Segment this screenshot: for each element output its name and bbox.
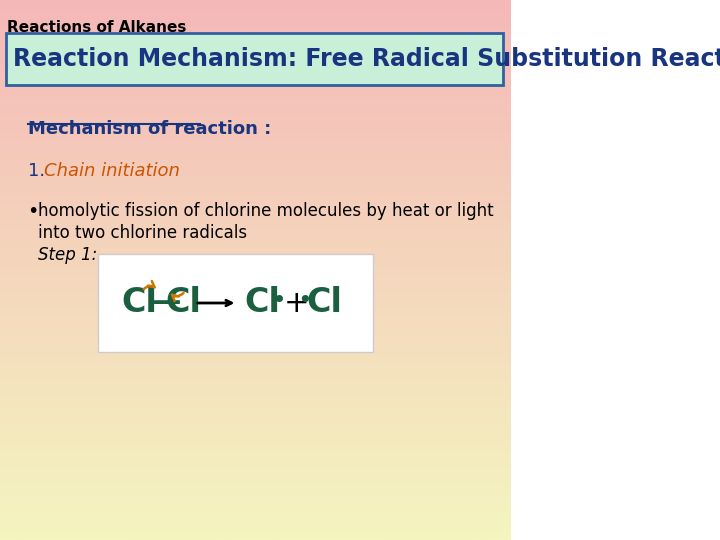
Text: •: • [271, 289, 286, 313]
Text: •: • [27, 202, 38, 221]
Text: Reactions of Alkanes: Reactions of Alkanes [7, 20, 186, 35]
Text: Cl: Cl [165, 287, 201, 320]
FancyArrowPatch shape [172, 293, 184, 301]
Text: 1.: 1. [28, 162, 45, 180]
FancyBboxPatch shape [6, 33, 503, 85]
Text: Cl: Cl [244, 287, 280, 320]
Text: Chain initiation: Chain initiation [44, 162, 180, 180]
Text: Mechanism of reaction :: Mechanism of reaction : [28, 120, 271, 138]
Text: —: — [150, 287, 181, 316]
FancyArrowPatch shape [144, 281, 155, 289]
Text: into two chlorine radicals: into two chlorine radicals [38, 224, 248, 242]
Text: homolytic fission of chlorine molecules by heat or light: homolytic fission of chlorine molecules … [38, 202, 494, 220]
Text: +: + [284, 288, 309, 318]
Text: Step 1:: Step 1: [38, 246, 97, 264]
FancyBboxPatch shape [98, 254, 373, 352]
Text: Cl: Cl [306, 287, 342, 320]
Text: Cl: Cl [122, 287, 158, 320]
Text: Reaction Mechanism: Free Radical Substitution Reaction: Reaction Mechanism: Free Radical Substit… [13, 47, 720, 71]
Text: •: • [297, 289, 312, 313]
